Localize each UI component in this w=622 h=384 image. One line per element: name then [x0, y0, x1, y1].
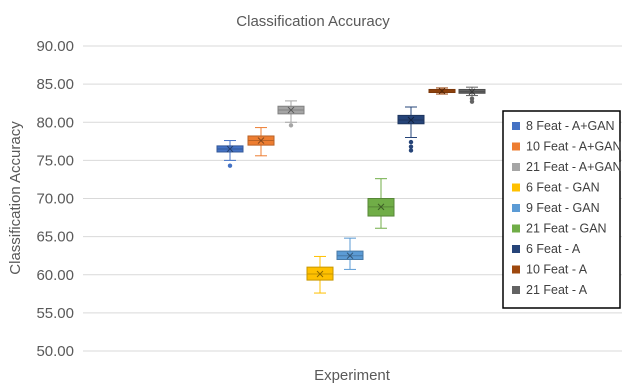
legend-label: 21 Feat - A [526, 283, 588, 297]
x-axis-title: Experiment [314, 367, 391, 384]
box-4 [306, 255, 334, 294]
chart-title: Classification Accuracy [236, 13, 390, 30]
legend-swatch [512, 204, 520, 212]
outlier-point [408, 148, 414, 153]
legend-swatch [512, 163, 520, 171]
y-tick-label: 80.00 [36, 114, 74, 131]
mean-marker [226, 145, 234, 153]
outlier-point [408, 139, 414, 145]
outlier-point [469, 96, 475, 101]
box-5 [336, 237, 364, 270]
legend-label: 21 Feat - A+GAN [526, 160, 622, 174]
y-tick-label: 65.00 [36, 229, 74, 246]
legend-swatch [512, 286, 520, 294]
legend-label: 10 Feat - A [526, 263, 588, 277]
box-1 [216, 140, 244, 168]
outlier-point [227, 163, 233, 168]
mean-marker [468, 88, 476, 96]
box-2 [247, 127, 275, 157]
legend-label: 6 Feat - A [526, 242, 581, 256]
y-tick-label: 75.00 [36, 152, 74, 169]
legend: 8 Feat - A+GAN 10 Feat - A+GAN 21 Feat - A… [502, 110, 622, 309]
legend-swatch [512, 142, 520, 151]
legend-swatch [512, 265, 520, 274]
y-tick-label: 60.00 [36, 267, 74, 284]
y-axis-title: Classification Accuracy [7, 121, 24, 275]
outlier-point [288, 123, 294, 128]
plot-area [216, 86, 486, 294]
mean-marker [257, 137, 265, 144]
y-axis-ticks: 50.00 55.00 60.00 65.00 70.00 75.00 80.00 85.00… [36, 38, 74, 360]
mean-marker [377, 203, 385, 211]
box-8 [428, 87, 456, 95]
mean-marker [316, 270, 324, 278]
y-tick-label: 85.00 [36, 76, 74, 93]
outlier-point [469, 99, 475, 104]
legend-label: 10 Feat - A+GAN [526, 140, 622, 154]
mean-marker [438, 87, 446, 95]
legend-swatch [512, 122, 520, 130]
mean-marker [407, 116, 415, 124]
y-tick-label: 55.00 [36, 305, 74, 322]
y-tick-label: 90.00 [36, 38, 74, 55]
box-7 [397, 106, 425, 153]
y-tick-label: 70.00 [36, 191, 74, 208]
legend-swatch [512, 183, 520, 192]
mean-marker [346, 252, 354, 260]
mean-marker [287, 106, 295, 114]
legend-label: 6 Feat - GAN [526, 181, 600, 195]
legend-label: 21 Feat - GAN [526, 222, 607, 236]
outlier-point [408, 144, 414, 149]
box-3 [277, 100, 305, 128]
legend-swatch [512, 245, 520, 253]
y-tick-label: 50.00 [36, 343, 74, 360]
gridlines [83, 45, 622, 352]
legend-swatch [512, 224, 520, 233]
legend-label: 8 Feat - A+GAN [526, 119, 615, 133]
box-6 [367, 178, 395, 229]
legend-label: 9 Feat - GAN [526, 201, 600, 215]
legend-box [502, 110, 621, 309]
box-9 [458, 86, 486, 104]
